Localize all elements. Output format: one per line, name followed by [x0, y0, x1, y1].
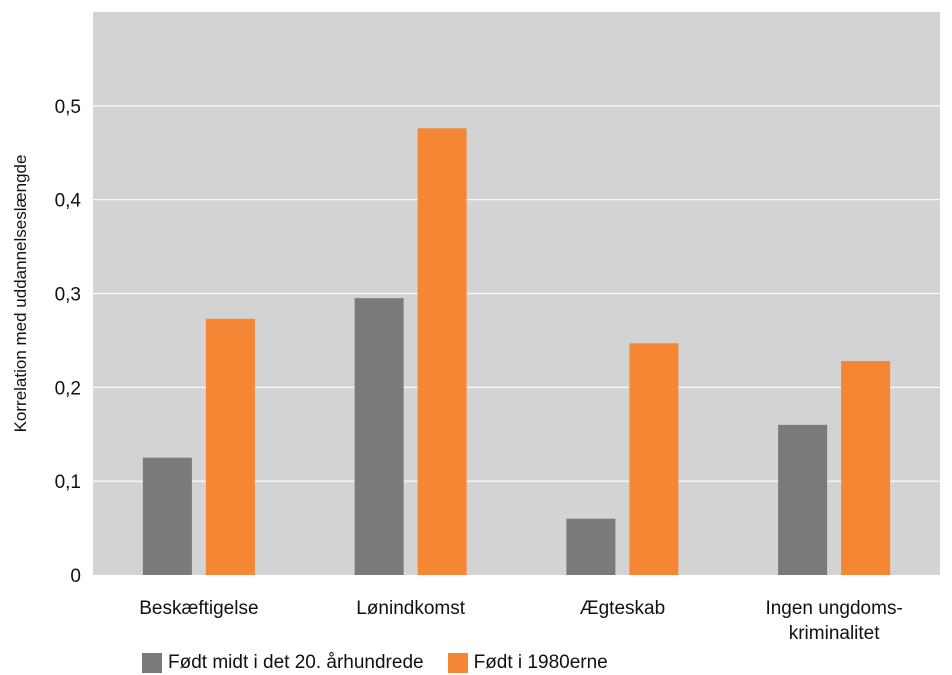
bar [142, 457, 192, 575]
bar [566, 518, 616, 575]
legend-label: Født i 1980erne [473, 652, 608, 673]
legend-swatch-orange [447, 653, 468, 673]
legend-item-mid-20th-century: Født midt i det 20. århundrede [142, 652, 424, 674]
y-tick-label: 0 [70, 566, 81, 587]
y-tick-label: 0,2 [55, 378, 81, 399]
legend: Født midt i det 20. århundrede Født i 19… [142, 652, 608, 674]
bar [417, 128, 467, 575]
y-tick-label: 0,3 [55, 285, 81, 306]
y-tick-label: 0,5 [55, 97, 81, 118]
bar [841, 361, 891, 575]
bar [205, 318, 255, 575]
x-category-label: Ingen ungdoms- [765, 598, 902, 619]
y-tick-label: 0,4 [55, 191, 82, 212]
y-axis-title: Korrelation med uddannelseslængde [11, 155, 30, 433]
bar [354, 298, 404, 575]
bar [629, 343, 679, 575]
x-category-label: kriminalitet [789, 623, 881, 644]
x-category-label: Lønindkomst [356, 598, 465, 619]
x-category-label: Beskæftigelse [139, 598, 258, 619]
y-tick-label: 0,1 [55, 472, 81, 493]
legend-label: Født midt i det 20. århundrede [168, 652, 424, 673]
legend-item-1980s: Født i 1980erne [447, 652, 608, 674]
bar [778, 424, 828, 575]
x-category-label: Ægteskab [580, 598, 666, 619]
legend-swatch-gray [142, 653, 162, 673]
